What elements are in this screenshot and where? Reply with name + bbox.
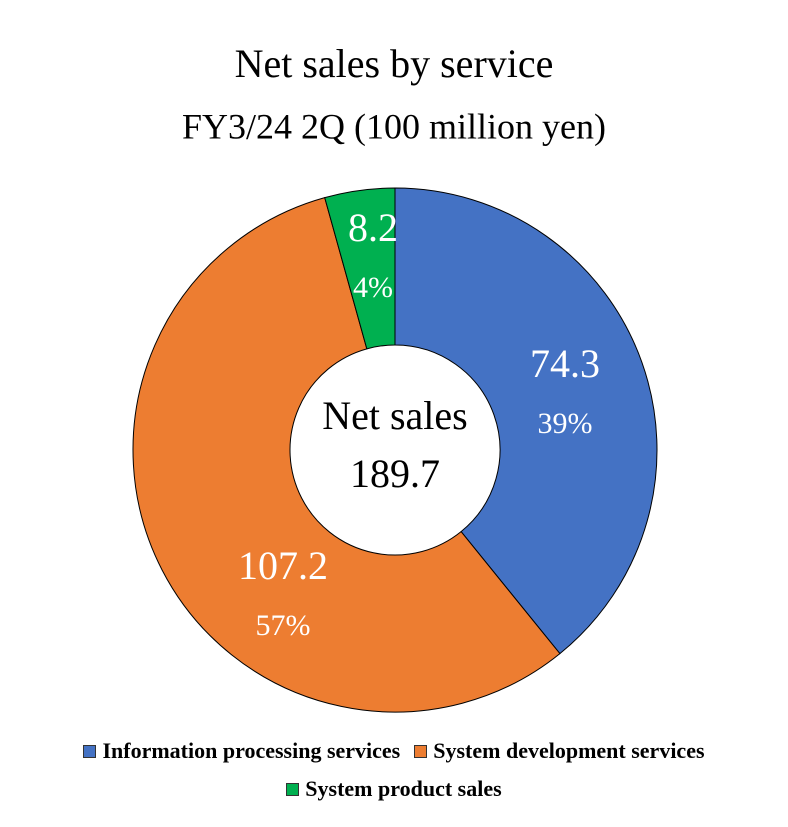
center-total: 189.7 [350,451,440,496]
legend-item: System product sales [286,776,502,802]
legend: Information processing services System de… [0,738,788,802]
center-label: Net sales [322,393,468,438]
chart: Net sales by service FY3/24 2Q (100 mill… [132,41,658,713]
percent-label: 39% [538,407,593,440]
slice [132,196,561,713]
legend-label: Information processing services [102,738,401,763]
chart-subtitle: FY3/24 2Q (100 million yen) [182,106,606,146]
legend-swatch [83,744,97,758]
legend-label: System development services [433,738,705,763]
value-label: 74.3 [530,341,600,386]
chart-title: Net sales by service [235,41,554,86]
percent-label: 4% [353,271,393,304]
legend-swatch [286,782,300,796]
legend-swatch [414,744,428,758]
percent-label: 57% [256,609,311,642]
legend-item: Information processing services [83,738,400,764]
legend-label: System product sales [305,776,502,801]
slice [324,187,396,350]
value-label: 8.2 [348,205,398,250]
value-label: 107.2 [238,543,328,588]
slice [394,187,658,655]
legend-item: System development services [414,738,705,764]
donut [132,187,658,713]
